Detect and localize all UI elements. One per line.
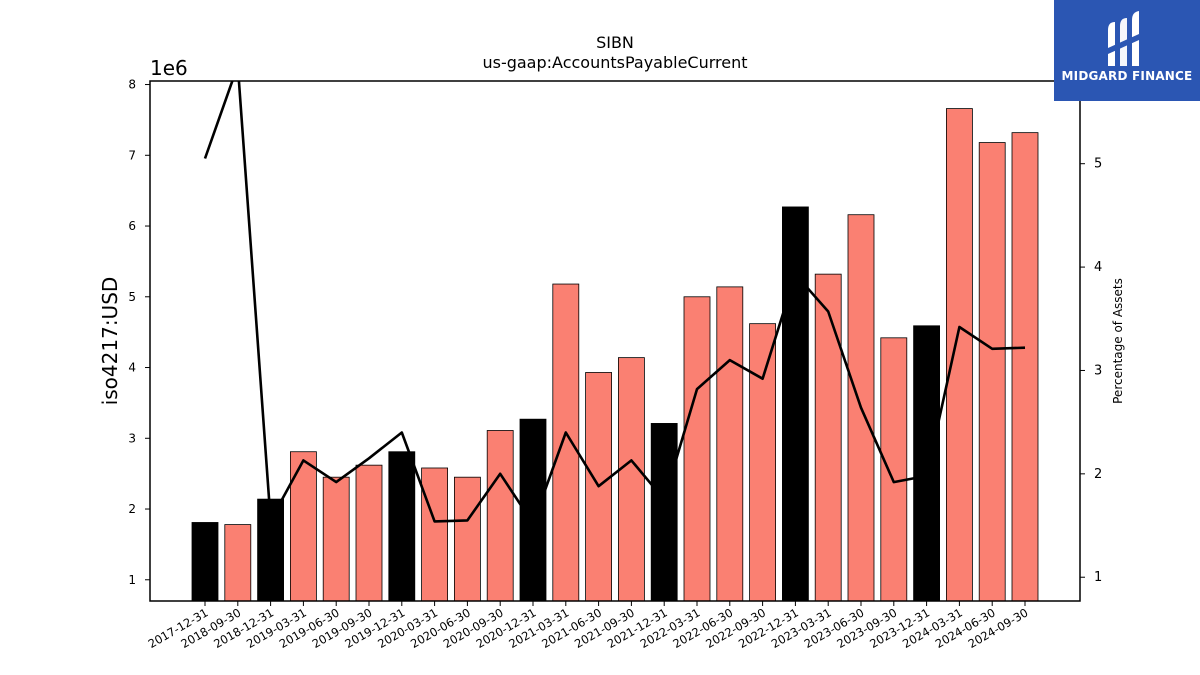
bar-2023-03-31 — [814, 273, 842, 602]
bar-2019-12-31 — [388, 451, 416, 602]
midgard-m-icon — [1108, 11, 1139, 66]
y-tick-label: 8 — [128, 78, 136, 92]
bar-series — [191, 108, 1039, 602]
y2-tick-label: 2 — [1094, 467, 1102, 482]
logo-text: MIDGARD FINANCE — [1061, 69, 1193, 83]
y-tick-label: 6 — [128, 219, 136, 233]
y-tick-label: 3 — [128, 431, 136, 445]
bar-2018-09-30 — [224, 524, 252, 602]
chart-subtitle: us-gaap:AccountsPayableCurrent — [482, 53, 747, 72]
y2-axis-label: Percentage of Assets — [1111, 278, 1125, 404]
bar-2021-03-31 — [552, 283, 580, 602]
bar-2024-06-30 — [978, 142, 1006, 602]
y-tick-label: 2 — [128, 502, 136, 516]
line-series — [203, 81, 1026, 525]
bar-2023-09-30 — [880, 337, 908, 602]
plot-frame — [149, 80, 1081, 602]
y-axis-ticks: 1 2 3 4 5 6 7 8 — [128, 78, 150, 587]
bar-2024-09-30 — [1011, 132, 1039, 602]
bar-2020-09-30 — [486, 430, 514, 602]
y2-tick-label: 3 — [1094, 363, 1102, 378]
bar-2024-03-31 — [946, 108, 973, 602]
bar-2022-06-30 — [716, 286, 744, 602]
bar-2020-06-30 — [453, 476, 481, 602]
y-tick-label: 1 — [128, 573, 136, 587]
y-tick-label: 4 — [128, 361, 136, 375]
y-axis-label: iso4217:USD — [98, 277, 122, 406]
bar-2020-03-31 — [421, 467, 449, 602]
bar-2022-03-31 — [683, 296, 711, 602]
brand-logo: MIDGARD FINANCE — [1054, 0, 1200, 101]
bar-2019-03-31 — [289, 451, 317, 602]
bar-2023-12-31 — [913, 325, 940, 602]
y-offset-label: 1e6 — [150, 56, 188, 80]
y2-tick-label: 5 — [1094, 157, 1102, 172]
bar-2021-12-31 — [650, 423, 678, 602]
y2-tick-label: 4 — [1094, 260, 1102, 275]
bar-2022-12-31 — [782, 206, 809, 602]
x-axis-ticks: 2017-12-312018-09-302018-12-312019-03-31… — [146, 601, 1031, 651]
bar-2019-09-30 — [355, 464, 383, 602]
y-tick-label: 7 — [128, 148, 136, 162]
chart-title: SIBN — [596, 33, 634, 52]
bar-2021-09-30 — [618, 357, 645, 602]
y-tick-label: 5 — [128, 290, 136, 304]
bar-2017-12-31 — [191, 522, 219, 602]
y2-tick-label: 1 — [1094, 570, 1102, 585]
y2-axis-ticks: 1 2 3 4 5 — [1080, 157, 1102, 585]
bar-2019-06-30 — [322, 476, 350, 602]
bar-2022-09-30 — [749, 323, 776, 602]
percentage-of-assets-line — [203, 81, 1026, 525]
